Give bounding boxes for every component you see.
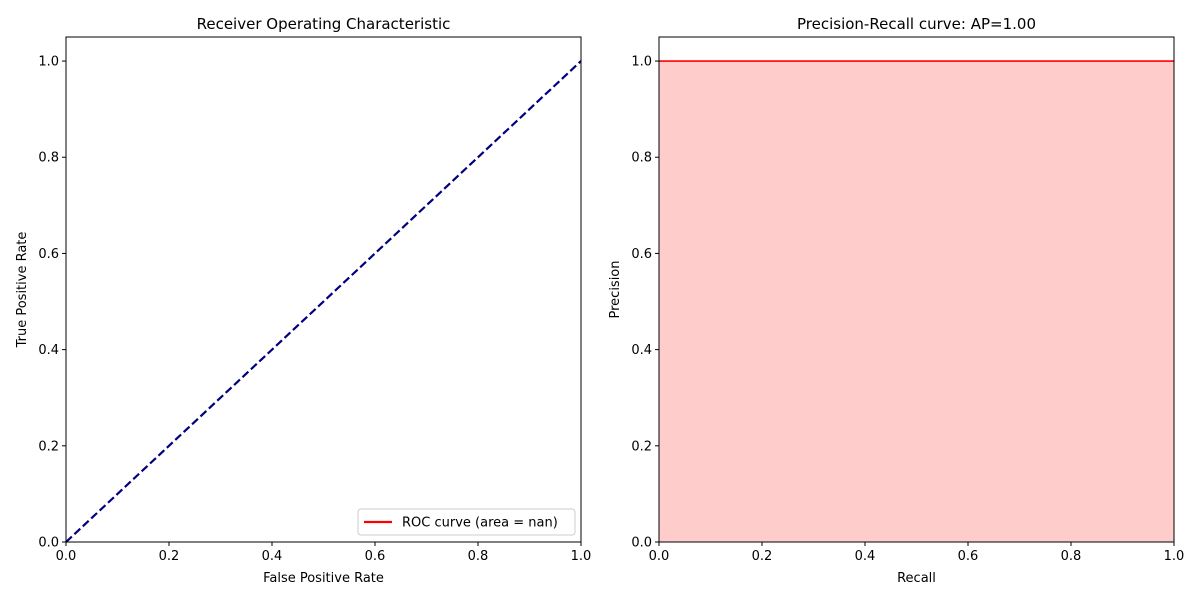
pr-y-tick-label-1: 0.2	[631, 439, 652, 454]
roc-x-axis-label: False Positive Rate	[263, 571, 384, 586]
roc-panel: Receiver Operating Characteristic False …	[15, 15, 591, 586]
roc-y-tick-label-0: 0.0	[38, 536, 59, 551]
pr-x-tick-label-1: 0.2	[752, 549, 773, 564]
pr-x-tick-label-5: 1.0	[1164, 549, 1185, 564]
roc-legend: ROC curve (area = nan)	[357, 508, 576, 536]
roc-y-tick-label-1: 0.2	[38, 439, 59, 454]
pr-axes-frame	[658, 36, 1175, 543]
pr-x-axis-label: Recall	[897, 571, 936, 586]
pr-x-tick-label-0: 0.0	[649, 549, 670, 564]
roc-legend-box	[357, 508, 576, 536]
roc-x-tick-label-3: 0.6	[365, 549, 386, 564]
roc-x-tick-label-5: 1.0	[571, 549, 592, 564]
pr-y-tick-label-2: 0.4	[631, 343, 652, 358]
roc-series-1-line	[65, 60, 582, 543]
pr-y-tick-label-0: 0.0	[631, 536, 652, 551]
pr-panel: Precision-Recall curve: AP=1.00 Recall P…	[608, 15, 1184, 586]
pr-plot-area: 0.0 0.2 0.4 0.6 0.8 1.0 0.0 0.2 0.4 0.6 0.8 1.0	[631, 36, 1185, 564]
pr-series-0-fill	[659, 61, 1174, 543]
roc-x-tick-label-2: 0.4	[262, 549, 283, 564]
roc-title: Receiver Operating Characteristic	[197, 15, 451, 33]
roc-x-tick-label-1: 0.2	[159, 549, 180, 564]
pr-title: Precision-Recall curve: AP=1.00	[797, 15, 1036, 33]
pr-x-tick-label-3: 0.6	[958, 549, 979, 564]
roc-y-axis-label: True Positive Rate	[15, 232, 30, 349]
pr-x-tick-label-4: 0.8	[1061, 549, 1082, 564]
roc-x-tick-label-4: 0.8	[468, 549, 489, 564]
pr-y-tick-label-3: 0.6	[631, 247, 652, 262]
pr-y-tick-label-5: 1.0	[631, 55, 652, 70]
pr-x-tick-label-2: 0.4	[855, 549, 876, 564]
pr-y-tick-label-4: 0.8	[631, 151, 652, 166]
roc-axes-frame	[65, 36, 582, 543]
roc-y-tick-label-4: 0.8	[38, 151, 59, 166]
roc-y-tick-label-2: 0.4	[38, 343, 59, 358]
roc-y-tick-label-3: 0.6	[38, 247, 59, 262]
pr-y-axis-label: Precision	[608, 260, 623, 318]
roc-legend-label: ROC curve (area = nan)	[402, 516, 558, 531]
roc-plot-area: 0.0 0.2 0.4 0.6 0.8 1.0 0.0 0.2 0.4 0.6 0.8 1.0	[38, 36, 592, 564]
roc-y-tick-label-5: 1.0	[38, 55, 59, 70]
roc-x-tick-label-0: 0.0	[56, 549, 77, 564]
